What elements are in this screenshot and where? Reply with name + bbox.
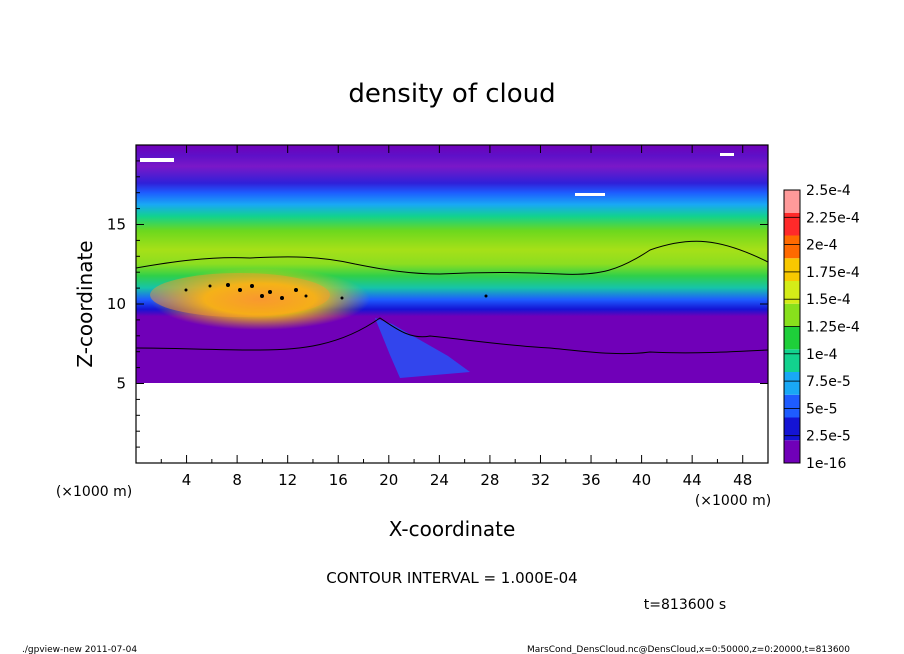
x-tick-label: 4 — [182, 471, 192, 489]
colorbar-swatch — [784, 417, 800, 441]
footer-left: ./gpview-new 2011-07-04 — [22, 645, 137, 654]
colorbar-label: 2.5e-5 — [806, 429, 851, 445]
x-tick-label: 8 — [232, 471, 242, 489]
colorbar-swatch — [784, 281, 800, 304]
colorbar-swatch — [784, 349, 800, 372]
x-tick-label: 36 — [581, 471, 600, 489]
x-axis-label: X-coordinate — [389, 517, 516, 541]
dense-core-marks — [184, 283, 488, 300]
colorbar-label: 1.25e-4 — [806, 320, 860, 336]
top-white-patch — [720, 153, 734, 156]
x-axis-unit-left: (×1000 m) — [56, 484, 132, 500]
colorbar-swatch — [784, 372, 800, 395]
colorbar-swatch — [784, 326, 800, 350]
colorbar-swatch — [784, 190, 800, 213]
chart-title: density of cloud — [348, 79, 555, 109]
colorbar-swatch — [784, 212, 800, 236]
x-tick-label: 24 — [430, 471, 449, 489]
contour-interval-text: CONTOUR INTERVAL = 1.000E-04 — [326, 569, 577, 587]
colorbar-label: 2.5e-4 — [806, 183, 851, 199]
colorbar: 1e-16 2.5e-5 5e-5 7.5e-5 1e-4 1.25e-4 1.5e-4 1.… — [783, 183, 860, 472]
x-tick-label: 20 — [379, 471, 398, 489]
x-axis-unit-right: (×1000 m) — [695, 493, 771, 509]
colorbar-swatch — [784, 303, 800, 327]
colorbar-label: 1e-16 — [806, 456, 846, 472]
x-tick-label: 12 — [278, 471, 297, 489]
y-tick-label: 15 — [107, 216, 126, 234]
top-white-patch — [140, 158, 174, 162]
cloud-gap — [375, 318, 470, 378]
high-density-core-2 — [150, 273, 330, 317]
colorbar-label: 2e-4 — [806, 238, 838, 254]
colorbar-label: 1.75e-4 — [806, 265, 860, 281]
x-tick-label: 16 — [329, 471, 348, 489]
colorbar-label: 5e-5 — [806, 401, 837, 417]
y-tick-label: 10 — [107, 295, 126, 313]
density-field — [136, 145, 768, 383]
colorbar-swatch — [784, 235, 800, 259]
colorbar-label: 2.25e-4 — [806, 210, 860, 226]
footer-right: MarsCond_DensCloud.nc@DensCloud,x=0:5000… — [527, 645, 850, 654]
x-tick-label: 28 — [480, 471, 499, 489]
plot-area — [136, 145, 768, 463]
time-label: t=813600 s — [644, 597, 726, 613]
high-density-core — [150, 268, 370, 330]
colorbar-label: 1e-4 — [806, 347, 838, 363]
colorbar-label: 7.5e-5 — [806, 374, 851, 390]
x-tick-label: 32 — [531, 471, 550, 489]
x-tick-label: 48 — [733, 471, 752, 489]
colorbar-swatch — [784, 394, 800, 418]
y-tick-label: 5 — [116, 375, 126, 393]
top-white-patch — [575, 193, 605, 196]
x-tick-label: 44 — [683, 471, 702, 489]
upper-contour — [136, 240, 768, 275]
colorbar-swatch — [784, 440, 800, 463]
colorbar-swatch — [784, 258, 800, 281]
x-axis: 4 8 12 16 20 24 28 32 36 40 44 48 — [160, 145, 752, 489]
x-tick-label: 40 — [632, 471, 651, 489]
lower-contour — [136, 317, 768, 355]
colorbar-label: 1.5e-4 — [806, 292, 851, 308]
y-axis: 5 10 15 — [107, 160, 768, 448]
y-axis-label: Z-coordinate — [73, 240, 97, 367]
